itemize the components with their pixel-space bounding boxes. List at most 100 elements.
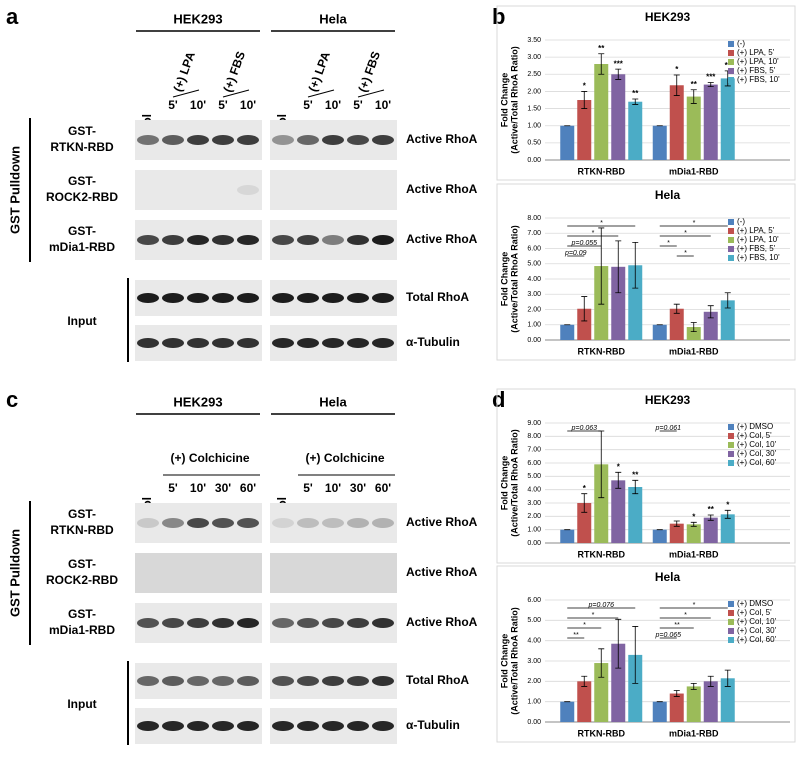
readout-label: Active RhoA — [406, 182, 478, 196]
time: 5' — [303, 481, 313, 495]
band — [187, 721, 209, 731]
panel-label: a — [6, 4, 19, 29]
band — [187, 135, 209, 145]
legend-label: (+) Col, 30' — [737, 626, 777, 635]
panel-label: c — [6, 387, 18, 412]
band — [297, 721, 319, 731]
time: 5' — [218, 98, 228, 112]
legend-swatch — [728, 41, 734, 47]
error-bar — [632, 479, 639, 495]
bracket — [222, 89, 250, 98]
bar — [628, 487, 643, 543]
band — [237, 618, 259, 628]
y-axis-label: (Active/Total RhoA Ratio) — [509, 225, 519, 333]
bar — [720, 678, 735, 722]
comparison-label: * — [600, 220, 603, 227]
blot-background — [270, 553, 397, 593]
legend-label: (+) Col, 5' — [737, 431, 772, 440]
bar — [560, 701, 575, 722]
legend-swatch — [728, 59, 734, 65]
comparison-label: * — [591, 230, 594, 237]
readout-label: Active RhoA — [406, 565, 478, 579]
treatment: (+) Colchicine — [170, 451, 249, 465]
band — [237, 293, 259, 303]
y-tick-label: 1.50 — [527, 105, 541, 112]
band — [237, 185, 259, 195]
comparison-label: p=0.055 — [571, 240, 598, 247]
bar — [686, 524, 701, 543]
band — [162, 721, 184, 731]
band — [372, 676, 394, 686]
bar — [669, 308, 684, 340]
comparison-label: * — [684, 230, 687, 237]
legend-label: (+) Col, 30' — [737, 449, 777, 458]
row-label: GST- — [68, 607, 96, 621]
significance: ** — [708, 505, 715, 514]
band — [322, 676, 344, 686]
time: 5' — [168, 98, 178, 112]
legend-swatch — [728, 424, 734, 430]
band — [137, 618, 159, 628]
y-tick-label: 5.00 — [527, 617, 541, 624]
band — [347, 135, 369, 145]
comparison-label: p=0.09 — [564, 250, 587, 257]
legend-swatch — [728, 255, 734, 261]
chart-title: Hela — [655, 570, 681, 584]
readout-label: α-Tubulin — [406, 335, 460, 349]
error-bar — [581, 675, 588, 687]
legend-swatch — [728, 601, 734, 607]
bar — [703, 517, 718, 543]
input-label: Input — [67, 314, 96, 328]
significance: * — [583, 484, 587, 493]
error-bar — [615, 618, 622, 669]
time: 30' — [350, 481, 366, 495]
bar — [652, 125, 667, 160]
bar — [628, 101, 643, 160]
significance: * — [583, 82, 587, 91]
y-tick-label: 2.00 — [527, 678, 541, 685]
legend-swatch — [728, 246, 734, 252]
bar — [560, 125, 575, 160]
bar — [652, 701, 667, 722]
legend-swatch — [728, 460, 734, 466]
bar — [577, 308, 592, 340]
bar — [669, 523, 684, 543]
treatment: (+) LPA — [306, 50, 333, 94]
band — [372, 135, 394, 145]
band — [187, 518, 209, 528]
legend-swatch — [728, 77, 734, 83]
bar — [560, 529, 575, 543]
band — [372, 721, 394, 731]
y-tick-label: 1.00 — [527, 527, 541, 534]
band — [237, 235, 259, 245]
band — [297, 338, 319, 348]
time: 10' — [190, 98, 206, 112]
band — [162, 135, 184, 145]
legend-label: (+) DMSO — [737, 422, 773, 431]
readout-label: Active RhoA — [406, 515, 478, 529]
comparison-label: p=0.076 — [588, 602, 615, 609]
time: 10' — [190, 481, 206, 495]
error-bar — [690, 89, 697, 104]
band — [297, 518, 319, 528]
y-tick-label: 4.00 — [527, 638, 541, 645]
y-tick-label: 6.00 — [527, 597, 541, 604]
significance: ** — [598, 44, 605, 53]
band — [137, 293, 159, 303]
y-tick-label: 8.00 — [527, 215, 541, 222]
input-label: Input — [67, 697, 96, 711]
error-bar — [673, 303, 680, 314]
legend-swatch — [728, 442, 734, 448]
band — [237, 721, 259, 731]
band — [187, 618, 209, 628]
time: 5' — [168, 481, 178, 495]
chart-title: Hela — [655, 188, 681, 202]
bar — [611, 266, 626, 340]
x-tick-label: mDia1-RBD — [669, 549, 719, 559]
blot-background — [135, 170, 262, 210]
error-bar — [707, 305, 714, 319]
bar — [686, 327, 701, 340]
band — [347, 618, 369, 628]
y-axis-label: Fold Change — [499, 634, 509, 689]
error-bar — [690, 521, 697, 527]
